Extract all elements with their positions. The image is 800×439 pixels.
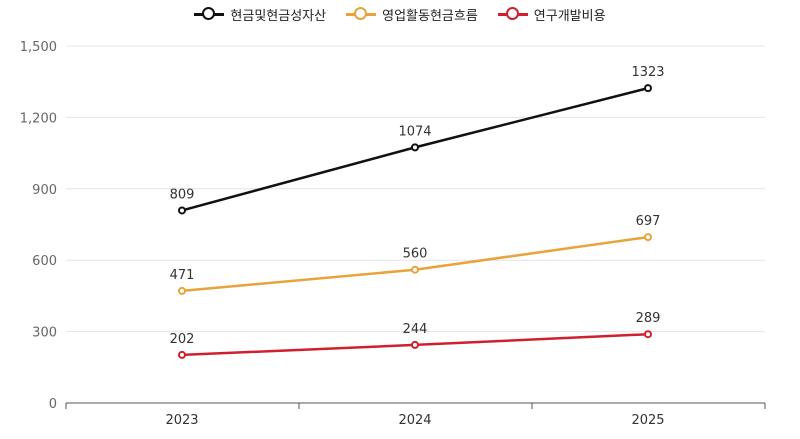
series-line bbox=[181, 235, 649, 293]
legend-item: 현금및현금성자산 bbox=[194, 5, 326, 24]
legend-item: 연구개발비용 bbox=[497, 5, 606, 24]
data-label: 809 bbox=[170, 187, 195, 202]
legend-item: 영업활동현금흐름 bbox=[346, 5, 478, 24]
y-tick-label: 600 bbox=[32, 254, 57, 269]
data-label: 1074 bbox=[398, 124, 431, 139]
data-point bbox=[411, 265, 419, 274]
data-label: 289 bbox=[636, 311, 661, 326]
legend-swatch-icon bbox=[497, 7, 528, 21]
legend-label: 영업활동현금흐름 bbox=[382, 8, 478, 24]
y-tick-label: 300 bbox=[32, 326, 57, 341]
data-point bbox=[178, 206, 186, 215]
data-point bbox=[411, 143, 419, 152]
data-point bbox=[644, 330, 652, 339]
legend-label: 현금및현금성자산 bbox=[230, 8, 327, 24]
data-label: 244 bbox=[403, 322, 428, 337]
legend-swatch-icon bbox=[346, 7, 377, 21]
data-point bbox=[178, 350, 186, 359]
chart-legend: 현금및현금성자산 영업활동현금흐름 연구개발비용 bbox=[0, 0, 800, 28]
y-tick-label: 900 bbox=[32, 183, 57, 198]
y-tick-label: 1,200 bbox=[20, 111, 57, 126]
data-point bbox=[411, 340, 419, 349]
y-tick-label: 1,500 bbox=[20, 40, 57, 55]
x-tick-label: 2025 bbox=[631, 413, 664, 428]
x-tick-label: 2024 bbox=[398, 413, 431, 428]
legend-label: 연구개발비용 bbox=[533, 8, 606, 24]
data-point bbox=[644, 84, 652, 93]
data-label: 202 bbox=[170, 332, 195, 347]
data-label: 560 bbox=[403, 247, 428, 262]
data-label: 1323 bbox=[631, 65, 664, 80]
legend-swatch-icon bbox=[194, 7, 225, 21]
x-tick-label: 2023 bbox=[165, 413, 198, 428]
data-label: 697 bbox=[636, 214, 661, 229]
data-point bbox=[644, 233, 652, 242]
data-label: 471 bbox=[170, 268, 195, 283]
data-point bbox=[178, 286, 186, 295]
y-tick-label: 0 bbox=[49, 397, 57, 412]
